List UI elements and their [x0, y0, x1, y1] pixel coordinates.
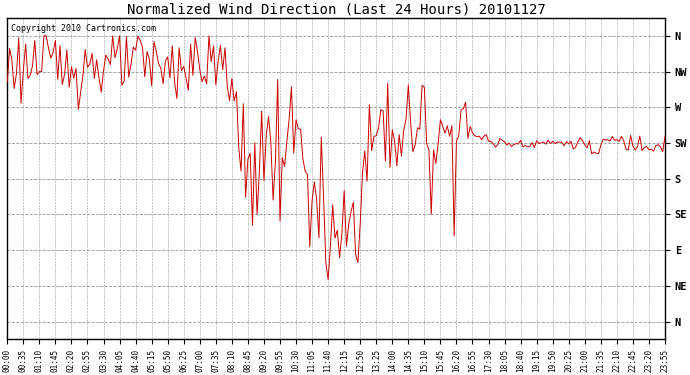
Title: Normalized Wind Direction (Last 24 Hours) 20101127: Normalized Wind Direction (Last 24 Hours… [127, 3, 546, 17]
Text: Copyright 2010 Cartronics.com: Copyright 2010 Cartronics.com [10, 24, 155, 33]
